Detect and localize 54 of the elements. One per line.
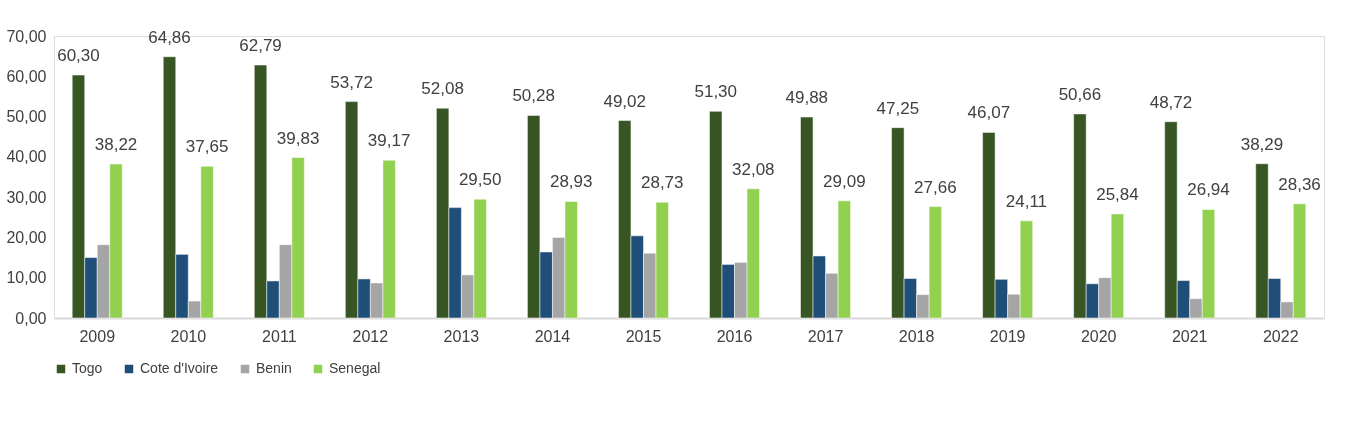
data-label: 37,65	[185, 137, 229, 157]
legend-label: Togo	[72, 360, 103, 376]
legend-label: Benin	[256, 360, 292, 376]
x-tick-label: 2020	[1080, 327, 1117, 345]
x-tick-label: 2018	[898, 327, 935, 345]
y-tick-label: 10,00	[6, 269, 47, 287]
x-tick-label: 2022	[1262, 327, 1299, 345]
y-tick-label: 30,00	[6, 188, 47, 206]
data-label: 48,72	[1149, 92, 1193, 112]
y-tick-label: 0,00	[15, 309, 47, 327]
y-tick-label: 40,00	[6, 148, 47, 166]
data-label: 47,25	[876, 98, 920, 118]
y-tick-label: 70,00	[6, 27, 47, 45]
data-label: 24,11	[1005, 191, 1048, 211]
data-label: 28,36	[1278, 174, 1321, 194]
data-label: 46,07	[967, 103, 1011, 123]
x-tick-label: 2019	[989, 327, 1026, 345]
data-label: 25,84	[1096, 184, 1139, 204]
data-label: 51,30	[694, 82, 738, 102]
data-label: 28,93	[549, 172, 593, 192]
x-tick-label: 2012	[352, 327, 389, 345]
x-tick-label: 2015	[625, 327, 662, 345]
x-tick-label: 2014	[534, 327, 571, 345]
data-label: 49,02	[603, 91, 646, 111]
x-tick-label: 2021	[1171, 327, 1208, 345]
x-tick-label: 2013	[443, 327, 480, 345]
data-label: 39,17	[367, 131, 411, 151]
data-label: 28,73	[640, 173, 684, 193]
y-tick-label: 50,00	[6, 108, 47, 126]
data-label: 64,86	[148, 27, 191, 47]
legend-label: Senegal	[329, 360, 381, 376]
data-label: 27,66	[914, 177, 957, 197]
data-label: 49,88	[785, 88, 829, 108]
x-tick-label: 2009	[79, 327, 116, 345]
data-label: 52,08	[421, 79, 464, 99]
data-label: 29,09	[823, 171, 866, 191]
data-label: 50,66	[1058, 84, 1102, 104]
data-label: 39,83	[276, 128, 320, 148]
data-label: 53,72	[330, 72, 373, 92]
legend-label: Cote d'Ivoire	[140, 360, 219, 376]
data-label: 29,50	[458, 170, 502, 190]
x-tick-label: 2010	[170, 327, 207, 345]
data-label: 50,28	[512, 86, 555, 106]
data-label: 62,79	[239, 36, 282, 56]
data-label: 38,29	[1240, 134, 1284, 154]
y-tick-label: 20,00	[6, 228, 47, 246]
y-tick-label: 60,00	[6, 67, 47, 85]
data-label: 32,08	[732, 159, 775, 179]
x-tick-label: 2016	[716, 327, 753, 345]
x-tick-label: 2011	[262, 327, 297, 345]
x-tick-label: 2017	[807, 327, 844, 345]
data-label: 38,22	[94, 135, 138, 155]
data-label: 26,94	[1187, 180, 1230, 200]
data-label: 60,30	[57, 46, 100, 66]
